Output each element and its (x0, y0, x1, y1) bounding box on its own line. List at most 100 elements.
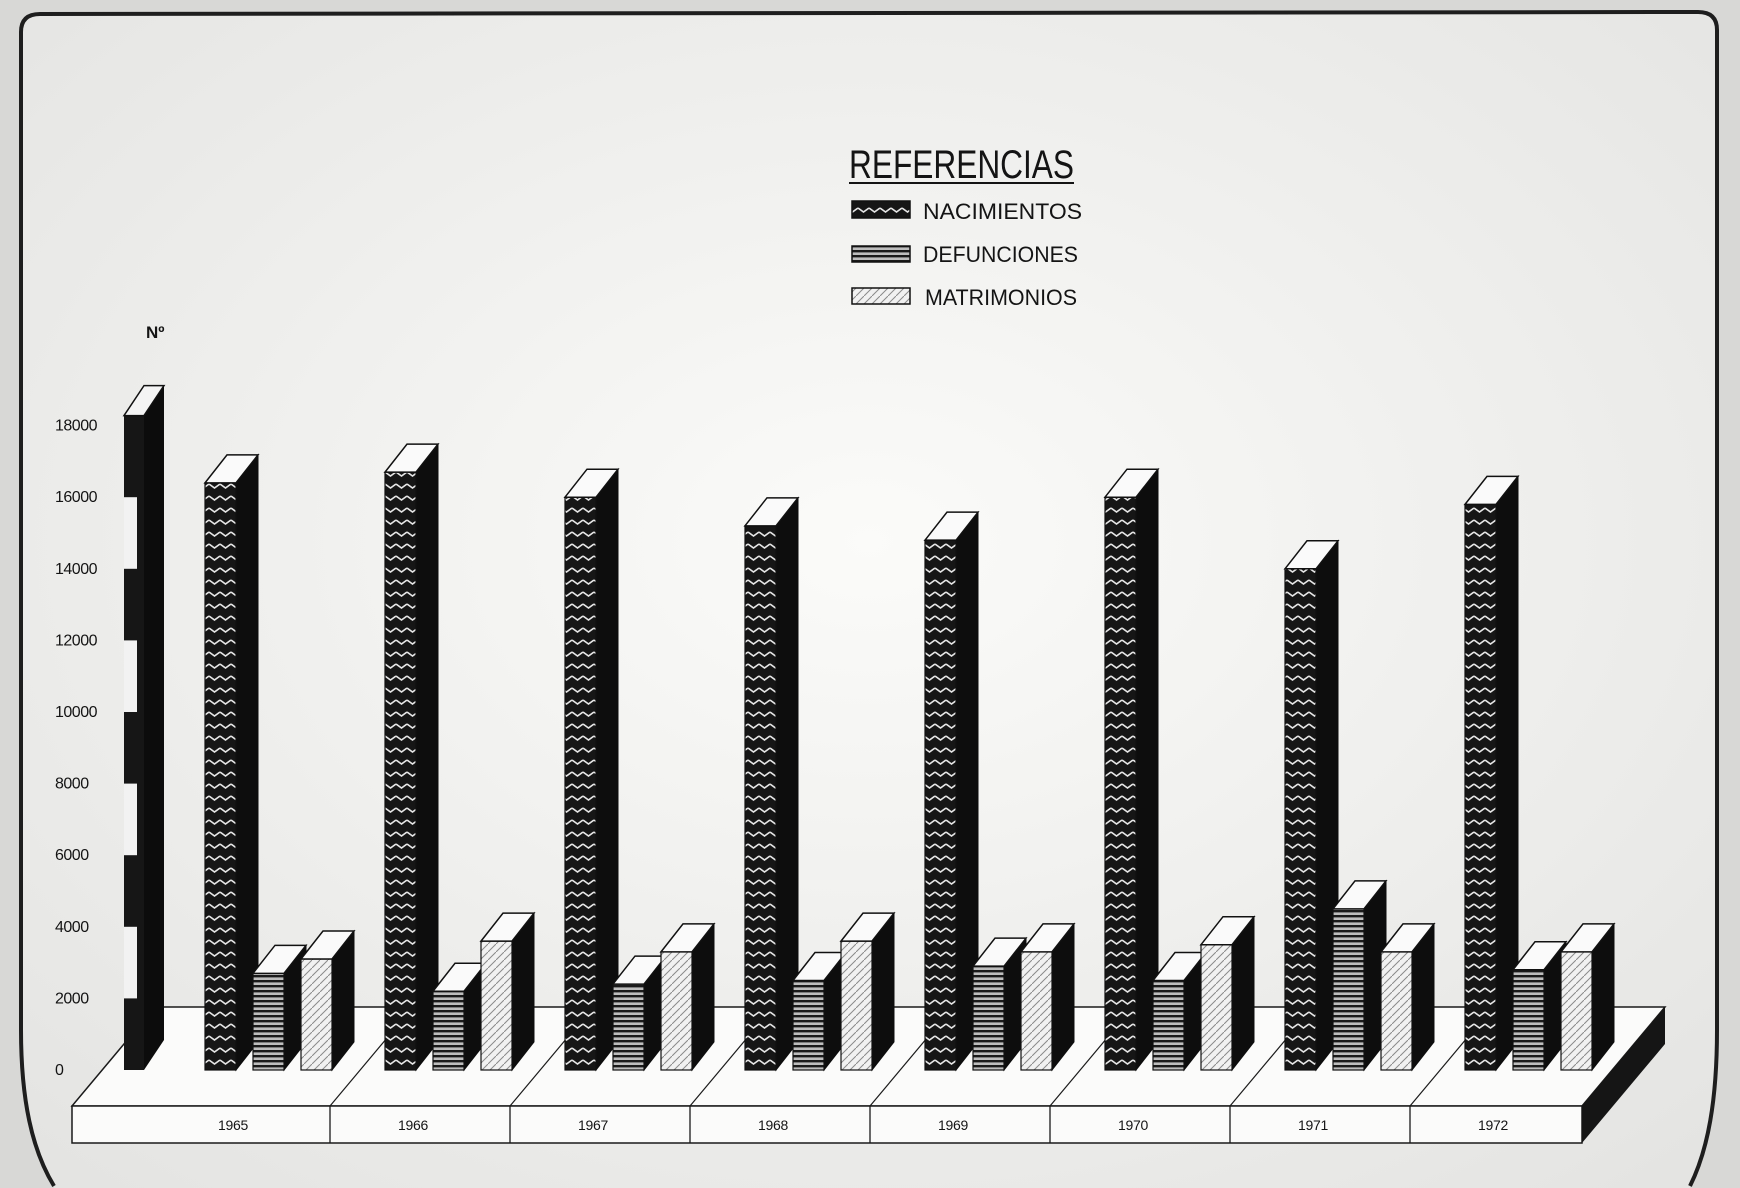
y-tick-label: 8000 (55, 776, 89, 793)
bar-top (251, 944, 308, 975)
y-axis-band (124, 926, 137, 999)
legend-item-defunciones: DEFUNCIONES (851, 242, 1078, 267)
floor-side (1582, 1007, 1665, 1143)
bar-front (204, 482, 237, 1071)
bar-top (659, 923, 716, 953)
bar-side (415, 442, 439, 1072)
bars (203, 442, 1616, 1072)
bar-front (1380, 951, 1413, 1071)
bar-nacimientos-1969 (923, 510, 980, 1072)
legend-label-nacimientos: NACIMIENTOS (923, 199, 1082, 224)
bar-front (972, 965, 1005, 1071)
bar-top (743, 497, 800, 527)
bar-front (1512, 969, 1545, 1071)
bar-nacimientos-1971 (1283, 539, 1340, 1072)
bar-nacimientos-1970 (1103, 467, 1160, 1072)
bar-top (1019, 923, 1076, 953)
x-tick-label: 1965 (218, 1117, 248, 1133)
bar-front (792, 979, 825, 1071)
bar-top (839, 912, 896, 942)
paper-frame-border (19, 9, 1719, 1188)
y-tick-label: 18000 (55, 418, 98, 435)
bar-front (1284, 568, 1317, 1071)
legend: REFERENCIAS NACIMIENTOS DEFUNCIONES MATR… (849, 143, 1082, 310)
bar-nacimientos-1968 (743, 496, 800, 1072)
bar-front (432, 990, 465, 1071)
bar-matrimonios-1966 (479, 911, 536, 1072)
bar-top (1559, 923, 1616, 953)
bar-front (564, 496, 597, 1071)
bar-top (1379, 923, 1436, 953)
bar-top (1331, 880, 1388, 910)
x-tick-label: 1970 (1118, 1117, 1148, 1133)
x-tick-label: 1972 (1478, 1117, 1508, 1133)
bar-nacimientos-1967 (563, 467, 620, 1072)
bar-front (744, 525, 777, 1071)
bar-top (479, 912, 536, 942)
bar-front (1464, 503, 1497, 1071)
y-axis-wall-side (144, 385, 164, 1071)
bar-top (383, 443, 440, 473)
bar-top (563, 468, 620, 498)
legend-title: REFERENCIAS (849, 143, 1074, 187)
y-axis-wall-front (124, 415, 144, 1071)
y-tick-label: 4000 (55, 919, 89, 936)
bar-matrimonios-1967 (659, 922, 716, 1072)
bar-top (1283, 540, 1340, 570)
bar-defunciones-1965 (251, 943, 308, 1072)
bar-front (1020, 951, 1053, 1071)
bar-nacimientos-1966 (383, 442, 440, 1072)
bar-defunciones-1971 (1331, 879, 1388, 1072)
legend-item-matrimonios: MATRIMONIOS (851, 285, 1077, 310)
x-tick-label: 1969 (938, 1117, 968, 1133)
bar-defunciones-1970 (1151, 951, 1208, 1072)
y-tick-label: 12000 (55, 632, 98, 649)
bar-defunciones-1968 (791, 951, 848, 1072)
bar-front (612, 983, 645, 1071)
x-tick-label: 1967 (578, 1117, 608, 1133)
bar-front (252, 972, 285, 1071)
bar-front (840, 940, 873, 1071)
y-tick-label: 16000 (55, 489, 98, 506)
y-axis-band (124, 497, 137, 569)
bar-top (923, 511, 980, 541)
bar-matrimonios-1965 (299, 929, 356, 1072)
y-axis-wall (122, 384, 166, 1071)
legend-swatch-matrimonios (851, 287, 911, 305)
bar-matrimonios-1971 (1379, 922, 1436, 1072)
bar-top (1199, 915, 1256, 946)
y-tick-label: 0 (55, 1062, 64, 1079)
bar-front (300, 958, 333, 1071)
bar-side (595, 467, 619, 1072)
bar-front (1200, 944, 1233, 1071)
bar-top (1511, 941, 1568, 971)
bar-nacimientos-1972 (1463, 474, 1520, 1072)
bar-nacimientos-1965 (203, 453, 260, 1072)
bar-front (384, 471, 417, 1071)
bar-top (203, 454, 260, 484)
bar-front (1104, 496, 1137, 1071)
bar-matrimonios-1970 (1199, 915, 1256, 1072)
y-axis-band (124, 640, 137, 712)
plot-area: 1965 1966 1967 1968 1969 1970 1971 1972 0 2000 400… (55, 384, 1667, 1144)
legend-item-nacimientos: NACIMIENTOS (851, 199, 1082, 224)
bar-front (1560, 951, 1593, 1071)
bar-matrimonios-1972 (1559, 922, 1616, 1072)
bar-defunciones-1969 (971, 936, 1028, 1072)
x-tick-label: 1966 (398, 1117, 428, 1133)
y-axis-ticks: 0 2000 4000 6000 8000 10000 12000 14000 16000 180… (55, 418, 98, 1079)
bar-matrimonios-1968 (839, 911, 896, 1072)
bar-top (1463, 475, 1520, 506)
bar-top (1103, 468, 1160, 498)
legend-label-defunciones: DEFUNCIONES (923, 242, 1078, 267)
bar-front (1332, 908, 1365, 1071)
y-tick-label: 10000 (55, 704, 98, 721)
bar-front (480, 940, 513, 1071)
bar-matrimonios-1969 (1019, 922, 1076, 1072)
y-tick-label: 2000 (55, 990, 89, 1007)
bar-front (924, 539, 957, 1071)
bar-defunciones-1967 (611, 954, 668, 1072)
legend-label-matrimonios: MATRIMONIOS (925, 285, 1077, 310)
